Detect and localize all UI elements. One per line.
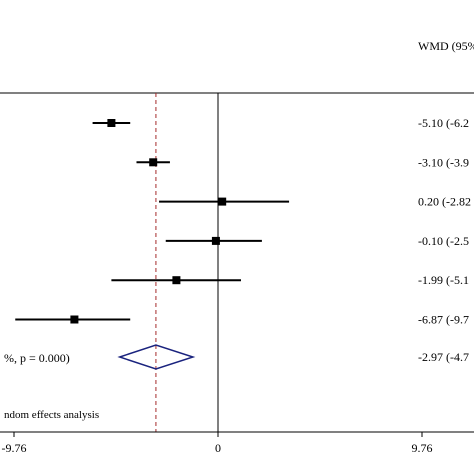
point-estimate-study-3 [218, 197, 227, 206]
header-right-label: WMD (95% [418, 39, 474, 53]
heterogeneity-label: %, p = 0.000) [4, 351, 70, 365]
estimate-label-study-4: -0.10 (-2.5 [418, 234, 469, 248]
point-estimate-study-1 [107, 119, 116, 127]
pooled-estimate-diamond [117, 344, 196, 370]
estimate-label-study-6: -6.87 (-9.7 [418, 313, 469, 327]
estimate-label-study-2: -3.10 (-3.9 [418, 155, 469, 169]
estimate-label-study-1: -5.10 (-6.2 [418, 116, 469, 130]
x-axis-tick-label-2: 0 [215, 441, 221, 455]
pooled-estimate-label: -2.97 (-4.7 [418, 350, 469, 364]
footnote-label: ndom effects analysis [4, 409, 99, 421]
point-estimate-study-2 [149, 158, 158, 167]
point-estimate-study-6 [70, 315, 79, 324]
x-axis-tick-label-1: -9.76 [2, 441, 27, 455]
x-axis-tick-label-3: 9.76 [412, 441, 433, 455]
point-estimate-study-5 [172, 276, 181, 285]
estimate-label-study-3: 0.20 (-2.82 [418, 195, 471, 209]
point-estimate-study-4 [211, 236, 220, 245]
estimate-label-study-5: -1.99 (-5.1 [418, 273, 469, 287]
